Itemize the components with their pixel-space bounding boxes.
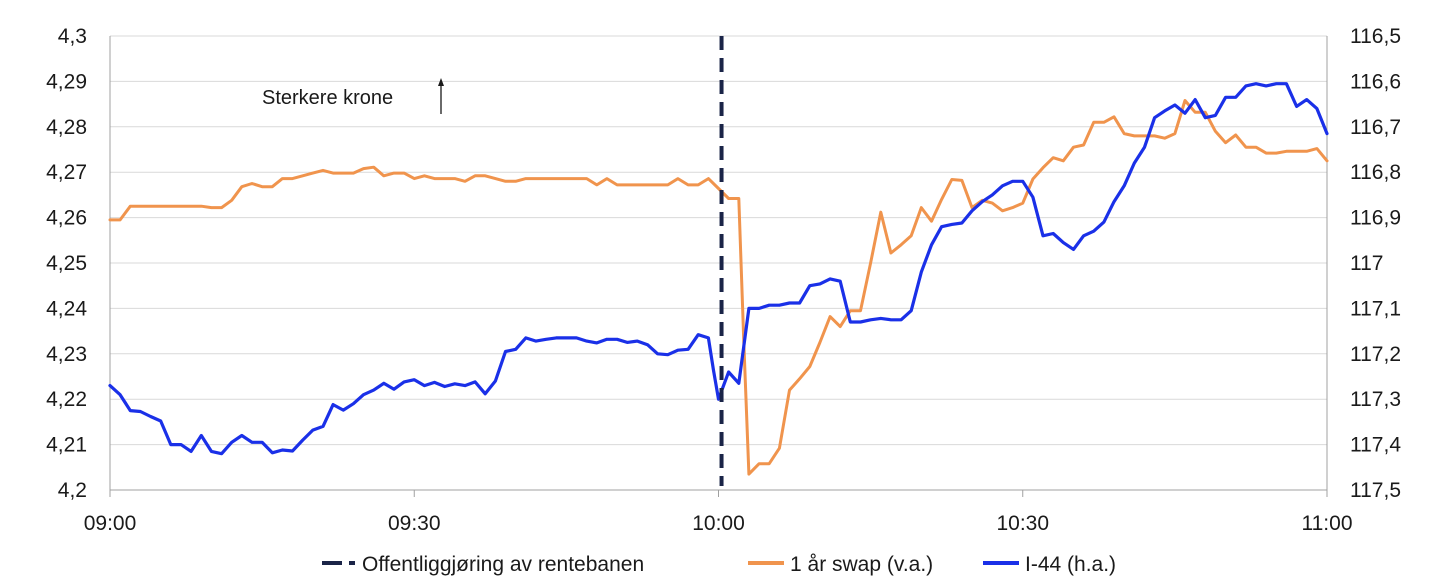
left-tick-label: 4,27	[46, 161, 87, 184]
x-tick-label: 09:30	[388, 512, 441, 535]
left-tick-label: 4,24	[46, 297, 87, 320]
left-tick-label: 4,28	[46, 116, 87, 139]
left-tick-label: 4,23	[46, 343, 87, 366]
x-tick-label: 10:00	[692, 512, 745, 535]
right-tick-label: 116,5	[1350, 25, 1401, 48]
series-line-i44	[108, 82, 1329, 456]
x-tick-label: 11:00	[1302, 512, 1353, 535]
legend-label: I-44 (h.a.)	[1025, 553, 1116, 576]
right-y-axis: 116,5 116,6 116,7 116,8 116,9 117 117,1 117,2 11…	[1350, 25, 1401, 502]
series-line-swap	[108, 99, 1329, 476]
legend: Offentliggjøring av rentebanen 1 år swap …	[322, 553, 1116, 576]
right-tick-label: 117,2	[1350, 343, 1401, 366]
right-tick-label: 117,5	[1350, 479, 1401, 502]
left-tick-label: 4,22	[46, 388, 87, 411]
right-tick-label: 116,9	[1350, 207, 1401, 230]
annotation-text: Sterkere krone	[262, 87, 393, 109]
left-tick-label: 4,21	[46, 434, 87, 457]
annotation-arrow-up-icon	[438, 78, 444, 86]
left-y-axis: 4,3 4,29 4,28 4,27 4,26 4,25 4,24 4,23 4,22 4,21 4…	[46, 25, 87, 502]
legend-label: 1 år swap (v.a.)	[790, 553, 933, 576]
right-tick-label: 117,4	[1350, 434, 1401, 457]
annotation: Sterkere krone	[262, 78, 444, 114]
left-tick-label: 4,3	[58, 25, 87, 48]
right-tick-label: 117	[1350, 252, 1383, 275]
right-tick-label: 117,3	[1350, 388, 1401, 411]
legend-label: Offentliggjøring av rentebanen	[362, 553, 644, 576]
left-tick-label: 4,2	[58, 479, 87, 502]
left-tick-label: 4,26	[46, 207, 87, 230]
right-tick-label: 117,1	[1350, 297, 1401, 320]
left-tick-label: 4,29	[46, 70, 87, 93]
x-tick-label: 10:30	[996, 512, 1049, 535]
x-axis: 09:00 09:30 10:00 10:30 11:00	[84, 490, 1353, 535]
right-tick-label: 116,8	[1350, 161, 1401, 184]
left-tick-label: 4,25	[46, 252, 87, 275]
right-tick-label: 116,7	[1350, 116, 1401, 139]
series-layer	[108, 82, 1329, 476]
x-tick-label: 09:00	[84, 512, 137, 535]
right-tick-label: 116,6	[1350, 70, 1401, 93]
